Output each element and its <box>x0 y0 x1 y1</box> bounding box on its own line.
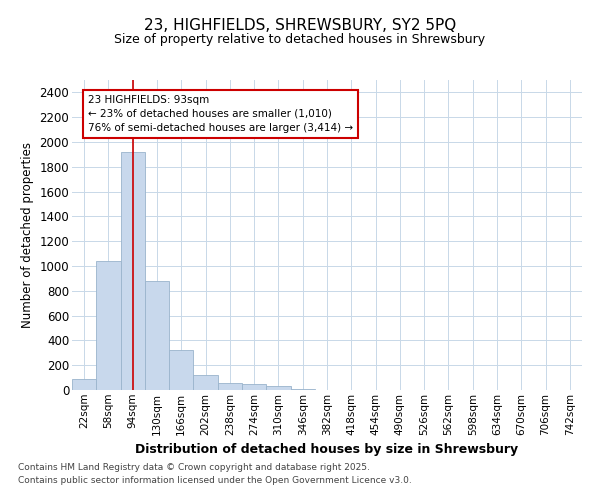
Y-axis label: Number of detached properties: Number of detached properties <box>21 142 34 328</box>
X-axis label: Distribution of detached houses by size in Shrewsbury: Distribution of detached houses by size … <box>136 443 518 456</box>
Text: Contains HM Land Registry data © Crown copyright and database right 2025.: Contains HM Land Registry data © Crown c… <box>18 462 370 471</box>
Bar <box>72 379 96 390</box>
Bar <box>193 375 218 390</box>
Bar <box>290 389 315 390</box>
Bar <box>169 350 193 390</box>
Text: Size of property relative to detached houses in Shrewsbury: Size of property relative to detached ho… <box>115 32 485 46</box>
Bar <box>121 152 145 390</box>
Text: Contains public sector information licensed under the Open Government Licence v3: Contains public sector information licen… <box>18 476 412 485</box>
Bar <box>145 281 169 390</box>
Bar <box>242 384 266 390</box>
Bar <box>218 382 242 390</box>
Text: 23 HIGHFIELDS: 93sqm
← 23% of detached houses are smaller (1,010)
76% of semi-de: 23 HIGHFIELDS: 93sqm ← 23% of detached h… <box>88 95 353 133</box>
Bar <box>266 386 290 390</box>
Bar <box>96 261 121 390</box>
Text: 23, HIGHFIELDS, SHREWSBURY, SY2 5PQ: 23, HIGHFIELDS, SHREWSBURY, SY2 5PQ <box>144 18 456 32</box>
